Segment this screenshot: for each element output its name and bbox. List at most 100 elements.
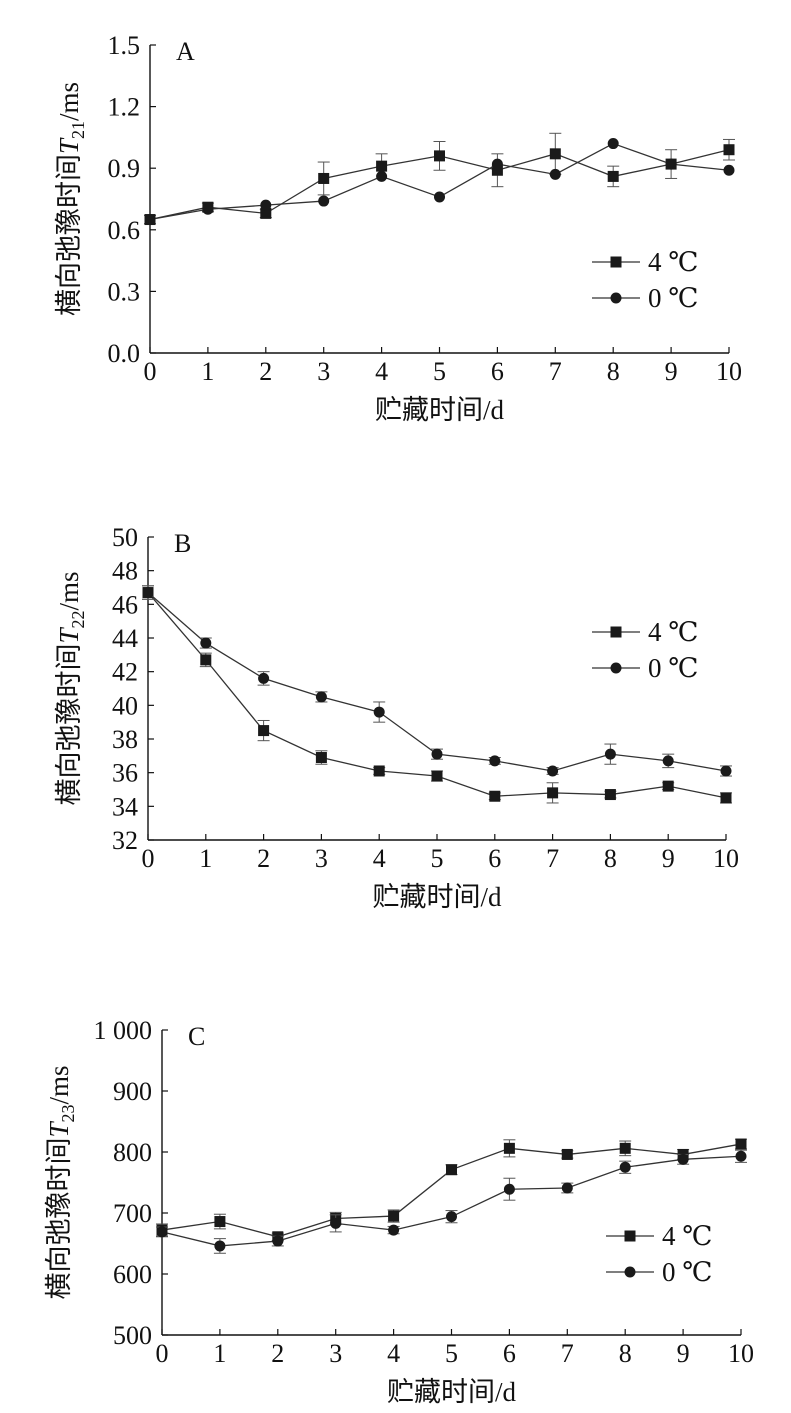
data-point xyxy=(549,148,561,160)
series-0c xyxy=(142,585,732,777)
data-point xyxy=(489,790,501,802)
data-point xyxy=(434,191,445,203)
x-tick-label: 9 xyxy=(662,844,675,873)
y-axis-label-unit: /ms xyxy=(54,571,84,610)
legend-item: 4 ℃ xyxy=(592,617,698,647)
x-axis-label: 贮藏时间/d xyxy=(387,1377,517,1407)
data-point xyxy=(619,1142,631,1154)
y-tick-label: 38 xyxy=(112,725,138,754)
x-tick-label: 3 xyxy=(317,357,330,386)
legend-item: 0 ℃ xyxy=(592,283,698,313)
panel-label: B xyxy=(174,529,191,558)
y-tick-label: 0.9 xyxy=(108,154,141,183)
data-point xyxy=(491,164,503,176)
data-point xyxy=(489,755,501,767)
data-point xyxy=(373,765,385,777)
x-tick-label: 7 xyxy=(561,1339,574,1368)
data-point xyxy=(503,1142,515,1154)
data-point xyxy=(200,654,212,666)
x-tick-label: 5 xyxy=(431,844,444,873)
panel-label: A xyxy=(176,37,195,66)
data-point xyxy=(604,748,616,760)
x-tick-label: 10 xyxy=(716,357,742,386)
data-point xyxy=(330,1217,342,1229)
data-point xyxy=(549,168,561,180)
series-line xyxy=(147,592,727,799)
legend-item: 0 ℃ xyxy=(606,1257,712,1287)
legend-marker xyxy=(610,626,622,638)
y-axis-label-variable: T xyxy=(54,137,84,154)
y-tick-label: 1.5 xyxy=(108,31,141,60)
data-point xyxy=(258,672,270,684)
x-tick-label: 4 xyxy=(373,844,386,873)
y-tick-label: 800 xyxy=(113,1138,152,1167)
data-point xyxy=(376,170,388,182)
x-tick-label: 2 xyxy=(271,1339,284,1368)
y-tick-label: 48 xyxy=(112,557,138,586)
x-tick-label: 7 xyxy=(546,844,559,873)
x-tick-label: 10 xyxy=(728,1339,754,1368)
data-point xyxy=(144,214,156,226)
data-point xyxy=(604,789,616,801)
legend-marker xyxy=(610,256,622,268)
y-axis-label-text: 横向弛豫时间 xyxy=(54,154,84,316)
legend-marker xyxy=(624,1266,636,1278)
legend-marker xyxy=(610,662,622,674)
y-tick-label: 500 xyxy=(113,1321,152,1350)
legend-item: 4 ℃ xyxy=(606,1221,712,1251)
data-point xyxy=(200,637,212,649)
y-axis-label-unit: /ms xyxy=(54,82,84,121)
x-tick-label: 3 xyxy=(315,844,328,873)
y-axis-label: 横向弛豫时间T21/ms xyxy=(54,82,88,316)
legend-item: 0 ℃ xyxy=(592,653,698,683)
legend-item: 4 ℃ xyxy=(592,247,698,277)
x-tick-label: 6 xyxy=(503,1339,516,1368)
y-axis-label-subscript: 21 xyxy=(68,121,88,139)
y-tick-label: 36 xyxy=(112,759,138,788)
legend-label: 0 ℃ xyxy=(662,1257,712,1287)
x-tick-label: 8 xyxy=(607,357,620,386)
data-point xyxy=(315,691,327,703)
data-point xyxy=(735,1150,747,1162)
data-point xyxy=(142,587,154,599)
panel-label: C xyxy=(188,1022,205,1051)
data-point xyxy=(619,1161,631,1173)
x-tick-label: 4 xyxy=(387,1339,400,1368)
data-point xyxy=(446,1164,457,1176)
legend-label: 4 ℃ xyxy=(662,1221,712,1251)
y-tick-label: 32 xyxy=(112,826,138,855)
y-tick-label: 46 xyxy=(112,590,138,619)
y-axis-label-subscript: 22 xyxy=(68,610,88,628)
series-line xyxy=(147,592,727,772)
y-axis-label-variable: T xyxy=(44,1121,74,1138)
y-tick-label: 1 000 xyxy=(94,1016,153,1045)
y-tick-label: 0.6 xyxy=(108,216,141,245)
data-point xyxy=(720,765,732,777)
y-tick-label: 50 xyxy=(112,523,138,552)
data-point xyxy=(677,1153,689,1165)
data-point xyxy=(260,207,272,219)
data-point xyxy=(214,1216,226,1228)
x-tick-label: 7 xyxy=(549,357,562,386)
data-point xyxy=(388,1224,400,1236)
legend-label: 4 ℃ xyxy=(648,617,698,647)
x-tick-label: 3 xyxy=(329,1339,342,1368)
data-point xyxy=(318,172,330,184)
x-tick-label: 6 xyxy=(488,844,501,873)
y-tick-label: 40 xyxy=(112,691,138,720)
data-point xyxy=(720,792,732,804)
legend-marker xyxy=(610,292,622,304)
series-4c xyxy=(142,585,732,804)
data-point xyxy=(434,150,445,162)
series-0c xyxy=(156,1149,747,1254)
data-point xyxy=(318,195,330,207)
data-point xyxy=(202,203,214,215)
data-point xyxy=(503,1183,515,1195)
y-axis-label: 横向弛豫时间T22/ms xyxy=(54,571,88,805)
y-tick-label: 44 xyxy=(112,624,138,653)
x-tick-label: 2 xyxy=(259,357,272,386)
data-point xyxy=(561,1182,573,1194)
x-tick-label: 1 xyxy=(213,1339,226,1368)
